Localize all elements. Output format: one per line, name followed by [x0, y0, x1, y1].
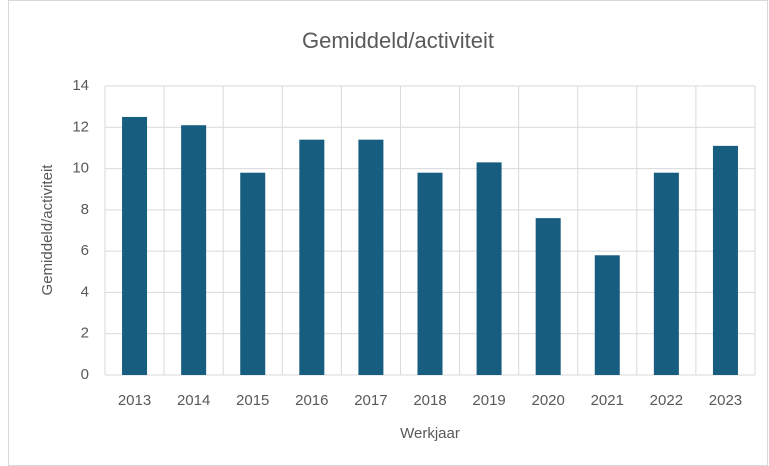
y-tick-label: 10 — [72, 160, 89, 177]
x-tick-label: 2014 — [177, 392, 210, 409]
bar — [653, 172, 679, 375]
bar — [122, 116, 148, 375]
bar — [476, 162, 502, 375]
y-tick-label: 8 — [81, 201, 89, 218]
x-tick-label: 2015 — [236, 392, 269, 409]
x-axis-label: Werkjaar — [400, 425, 460, 442]
x-tick-label: 2013 — [118, 392, 151, 409]
x-tick-label: 2021 — [591, 392, 624, 409]
bar — [240, 172, 266, 375]
y-tick-label: 0 — [81, 366, 89, 383]
bar — [535, 218, 561, 375]
bar — [417, 172, 443, 375]
bar — [181, 125, 207, 375]
x-tick-label: 2017 — [354, 392, 387, 409]
bar — [299, 139, 325, 375]
bar — [594, 255, 620, 375]
bar — [358, 139, 384, 375]
x-tick-label: 2023 — [709, 392, 742, 409]
y-tick-label: 6 — [81, 242, 89, 259]
chart-title: Gemiddeld/activiteit — [302, 28, 494, 53]
y-tick-label: 4 — [81, 283, 89, 300]
y-tick-label: 14 — [72, 77, 89, 94]
x-tick-label: 2022 — [650, 392, 683, 409]
x-tick-label: 2016 — [295, 392, 328, 409]
x-tick-label: 2020 — [531, 392, 564, 409]
x-tick-label: 2018 — [413, 392, 446, 409]
x-tick-label: 2019 — [472, 392, 505, 409]
y-tick-label: 12 — [72, 118, 89, 135]
y-axis-label: Gemiddeld/activiteit — [39, 164, 56, 296]
bar — [712, 145, 738, 375]
y-tick-label: 2 — [81, 325, 89, 342]
